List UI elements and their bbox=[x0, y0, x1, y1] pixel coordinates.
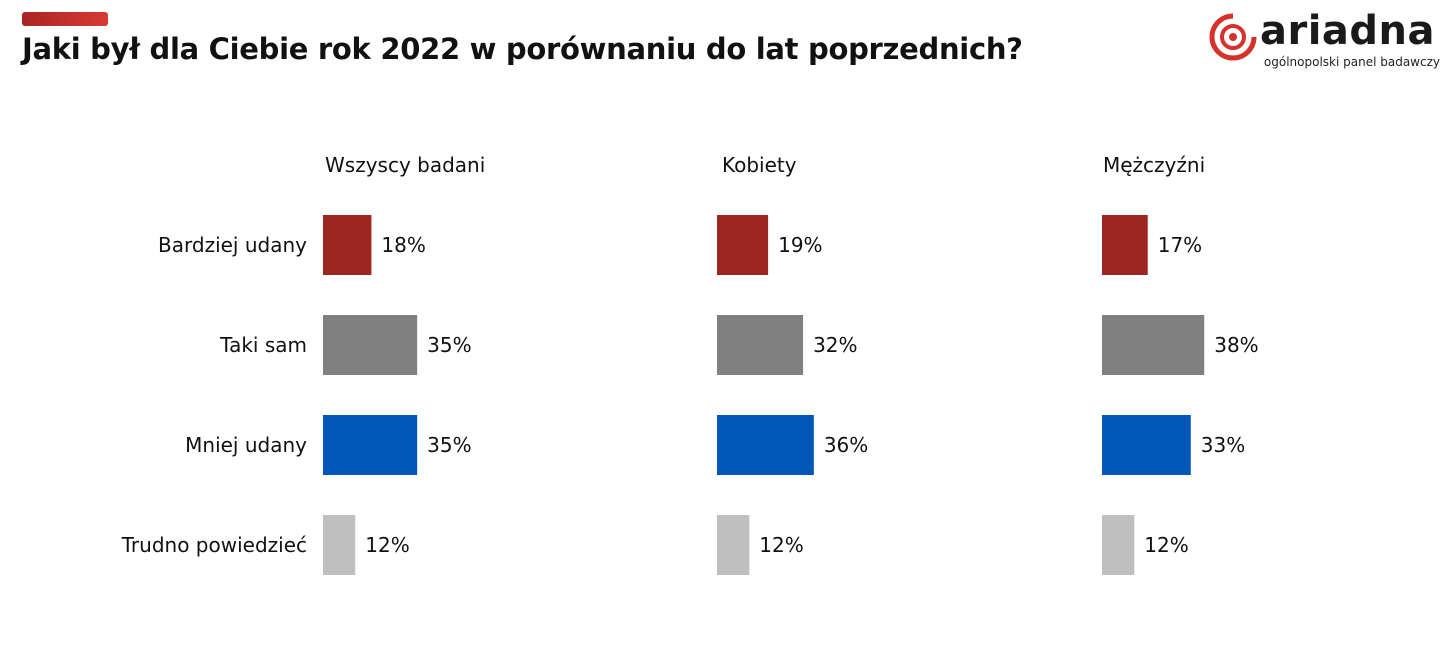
data-label: 33% bbox=[1201, 433, 1245, 457]
data-label: 12% bbox=[1144, 533, 1188, 557]
category-label: Trudno powiedzieć bbox=[121, 533, 307, 557]
page-title: Jaki był dla Ciebie rok 2022 w porównani… bbox=[22, 32, 1023, 66]
data-label: 36% bbox=[824, 433, 868, 457]
ariadna-logo: ariadna ogólnopolski panel badawczy bbox=[1208, 8, 1448, 72]
bar bbox=[717, 415, 814, 475]
bar bbox=[323, 415, 418, 475]
data-label: 35% bbox=[427, 433, 471, 457]
data-label: 38% bbox=[1214, 333, 1258, 357]
data-label: 18% bbox=[381, 233, 425, 257]
logo-tagline: ogólnopolski panel badawczy bbox=[1263, 55, 1440, 69]
bar bbox=[323, 515, 356, 575]
data-label: 17% bbox=[1158, 233, 1202, 257]
bar bbox=[323, 315, 418, 375]
data-label: 19% bbox=[778, 233, 822, 257]
title-accent-bar bbox=[22, 12, 108, 26]
category-label: Mniej udany bbox=[185, 433, 307, 457]
bar bbox=[717, 515, 750, 575]
panel-title: Mężczyźni bbox=[1103, 153, 1205, 177]
panel-title: Wszyscy badani bbox=[325, 153, 485, 177]
bar bbox=[1102, 215, 1148, 275]
panel-title: Kobiety bbox=[722, 153, 797, 177]
bar bbox=[323, 215, 372, 275]
bar bbox=[1102, 515, 1135, 575]
bar bbox=[717, 215, 769, 275]
data-label: 35% bbox=[427, 333, 471, 357]
data-label: 32% bbox=[813, 333, 857, 357]
logo-spiral-icon bbox=[1209, 13, 1257, 61]
category-label: Taki sam bbox=[219, 333, 307, 357]
category-label: Bardziej udany bbox=[158, 233, 307, 257]
bar bbox=[717, 315, 804, 375]
bar bbox=[1102, 415, 1191, 475]
data-label: 12% bbox=[365, 533, 409, 557]
bar bbox=[1102, 315, 1205, 375]
data-label: 12% bbox=[759, 533, 803, 557]
